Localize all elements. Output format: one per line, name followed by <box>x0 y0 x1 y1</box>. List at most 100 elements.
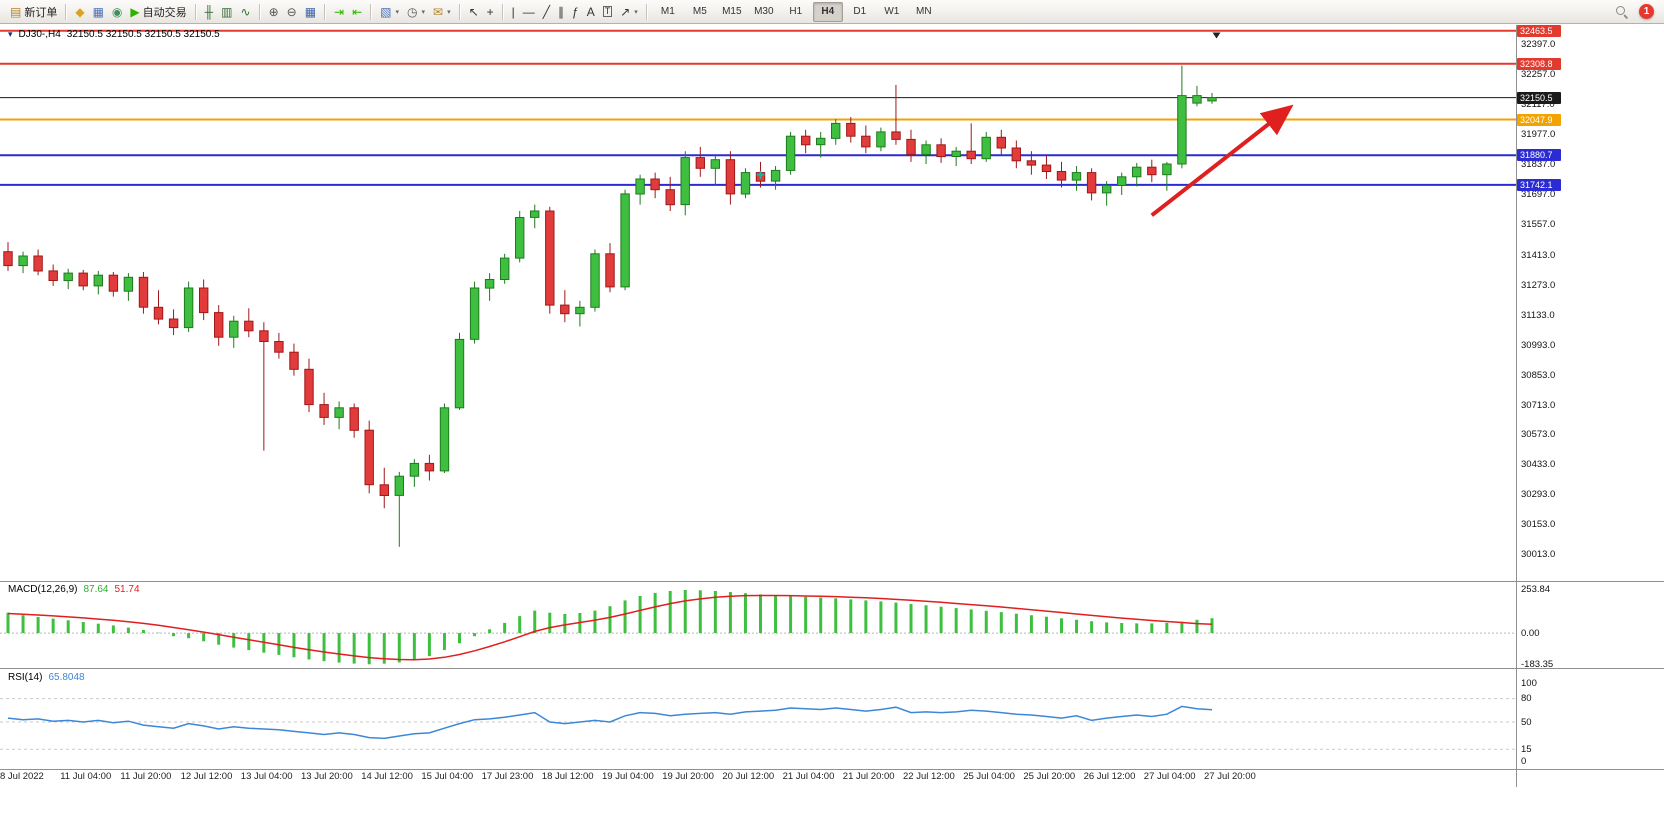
timeframe-h4[interactable]: H4 <box>812 1 843 22</box>
cursor-icon[interactable]: ↖ <box>465 2 483 22</box>
toolbar: ▤ 新订单 ◆ ▦ ◉ ▶ 自动交易 ╫ ▥ ∿ ⊕ ⊖ ▦ ⇥ ⇤ ▧ ▾ ◷ ▾ ✉ ▾ ↖ + | — ╱ ∥ ƒ A T ↗ ▾ M1 M… <box>0 0 1664 24</box>
macd-panel[interactable] <box>0 582 1516 668</box>
price-tick: 30433.0 <box>1521 459 1556 471</box>
time-label: 11 Jul 20:00 <box>120 771 172 782</box>
toolbar-group: ↖ + <box>465 2 498 22</box>
price-tick: 31977.0 <box>1521 129 1556 141</box>
candles-layer <box>3 65 1217 547</box>
mql-community-icon[interactable]: ◆ <box>71 2 88 22</box>
toolbar-separator <box>370 3 373 20</box>
equidistant-channel-icon[interactable]: ∥ <box>554 2 568 22</box>
timeframe-m30[interactable]: M30 <box>754 6 774 17</box>
panel-divider[interactable] <box>0 581 1664 582</box>
vertical-line-icon[interactable]: | <box>508 2 519 22</box>
templates-button[interactable]: ✉ ▾ <box>429 2 455 22</box>
macd-tick: 0.00 <box>1521 627 1540 639</box>
timeframe-m15[interactable]: M15 <box>722 6 742 17</box>
arrows-objects-button[interactable]: ↗ ▾ <box>616 2 642 22</box>
time-label: 8 Jul 2022 <box>0 771 44 782</box>
text-icon[interactable]: A <box>583 2 599 22</box>
crosshair-icon[interactable]: + <box>483 2 498 22</box>
timeframe-m5[interactable]: M5 <box>692 6 707 17</box>
timeframe-w1[interactable]: W1 <box>884 6 900 17</box>
bar-chart-icon[interactable]: ╫ <box>201 2 218 22</box>
toolbar-separator <box>458 3 461 20</box>
timeframe-d1[interactable]: D1 <box>853 6 867 17</box>
candlestick-chart-icon[interactable]: ▥ <box>217 2 236 22</box>
notification-badge[interactable]: 1 <box>1639 4 1654 19</box>
dropdown-arrow-icon: ▾ <box>421 8 426 16</box>
price-tick: 31273.0 <box>1521 279 1556 291</box>
price-axis-line <box>1516 25 1517 787</box>
macd-header: MACD(12,26,9) 87.64 51.74 <box>8 584 140 595</box>
price-line-label: 32047.9 <box>1517 113 1561 126</box>
time-label: 27 Jul 04:00 <box>1143 771 1196 782</box>
timeframe-mn[interactable]: MN <box>916 6 932 17</box>
market-watch-icon[interactable]: ▦ <box>89 2 108 22</box>
vertical-line-icon-glyph: | <box>511 4 515 19</box>
new-order-icon: ▤ <box>10 4 22 19</box>
price-tick: 31413.0 <box>1521 249 1556 261</box>
price-tick: 30013.0 <box>1521 549 1556 561</box>
price-tick: 32117.0 <box>1521 99 1555 111</box>
price-tick: 31133.0 <box>1521 309 1555 321</box>
time-label: 15 Jul 04:00 <box>421 771 474 782</box>
toolbar-group: ◆ ▦ ◉ ▶ 自动交易 <box>71 2 190 22</box>
rsi-tick: 80 <box>1521 693 1532 705</box>
timeframe-group: M1 M5 M15 M30 H1 H4 D1 W1 MN <box>652 1 940 22</box>
zoom-out-icon-glyph: ⊖ <box>286 4 297 19</box>
time-label: 25 Jul 20:00 <box>1023 771 1076 782</box>
navigator-icon[interactable]: ◉ <box>108 2 126 22</box>
dropdown-arrow-icon: ▾ <box>634 8 638 16</box>
horizontal-line-icon-glyph: — <box>522 4 535 19</box>
rsi-panel[interactable] <box>0 669 1516 769</box>
main-chart[interactable] <box>0 25 1516 581</box>
chart-shift-icon[interactable]: ⇤ <box>348 2 366 22</box>
chart-ohlc-values: 32150.5 32150.5 32150.5 32150.5 <box>66 29 220 40</box>
rsi-value: 65.8048 <box>48 672 85 683</box>
zoom-in-icon-glyph: ⊕ <box>268 4 279 19</box>
time-label: 13 Jul 04:00 <box>240 771 293 782</box>
price-line-label: 32150.5 <box>1517 91 1561 104</box>
price-tick: 31557.0 <box>1521 219 1556 231</box>
zoom-in-icon[interactable]: ⊕ <box>265 2 283 22</box>
price-tick: 32397.0 <box>1521 39 1556 51</box>
timeframe-h1[interactable]: H1 <box>789 6 803 17</box>
trend-arrow <box>1150 104 1294 217</box>
toolbar-separator <box>258 3 261 20</box>
time-label: 14 Jul 12:00 <box>361 771 413 782</box>
new-order-button[interactable]: ▤ 新订单 <box>6 2 61 22</box>
auto-trading-button[interactable]: ▶ 自动交易 <box>126 2 190 22</box>
chart-shift-icon-glyph: ⇤ <box>352 4 363 19</box>
price-line-label: 32463.5 <box>1517 24 1561 37</box>
text-icon-glyph: A <box>586 4 595 19</box>
label-icon-glyph: T <box>602 5 613 18</box>
line-chart-icon[interactable]: ∿ <box>237 2 255 22</box>
fibonacci-icon-glyph: ƒ <box>572 4 579 19</box>
new-chart-button[interactable]: ▧ ▾ <box>376 2 403 22</box>
label-icon[interactable]: T <box>599 2 617 22</box>
zoom-out-icon[interactable]: ⊖ <box>283 2 301 22</box>
price-tick: 30293.0 <box>1521 489 1556 501</box>
panel-divider[interactable] <box>0 668 1664 669</box>
price-line-label: 32308.8 <box>1517 57 1561 70</box>
new-chart-icon: ▧ <box>380 4 392 19</box>
cursor-icon-glyph: ↖ <box>468 4 479 19</box>
fibonacci-icon[interactable]: ƒ <box>568 2 583 22</box>
auto-trading-icon: ▶ <box>130 4 140 19</box>
tile-windows-icon[interactable]: ▦ <box>301 2 320 22</box>
periods-button[interactable]: ◷ ▾ <box>403 2 429 22</box>
price-tick: 32257.0 <box>1521 69 1556 81</box>
new-order-button-label: 新订单 <box>24 6 58 19</box>
trendline-icon[interactable]: ╱ <box>539 2 554 22</box>
trendline-icon-glyph: ╱ <box>542 4 551 19</box>
timeframe-m1[interactable]: M1 <box>660 6 675 17</box>
toolbar-separator <box>501 3 504 20</box>
toolbar-group: | — ╱ ∥ ƒ A T ↗ ▾ <box>508 2 642 22</box>
auto-scroll-icon[interactable]: ⇥ <box>330 2 348 22</box>
arrows-objects-icon: ↗ <box>620 4 631 19</box>
market-watch-icon-glyph: ▦ <box>92 4 104 19</box>
search-icon[interactable] <box>1615 5 1629 19</box>
horizontal-line-icon[interactable]: — <box>519 2 539 22</box>
